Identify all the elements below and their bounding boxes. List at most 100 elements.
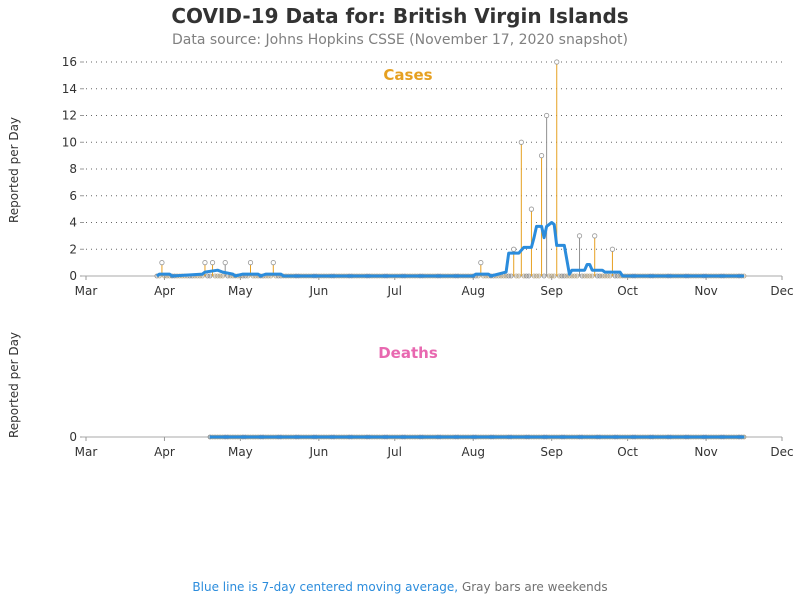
panel-title: Cases (383, 66, 432, 84)
zero-day-marker (561, 273, 567, 279)
panel-title: Deaths (378, 344, 438, 362)
zero-day-marker (205, 273, 210, 279)
y-axis-label: Reported per Day (7, 117, 21, 223)
x-tick-label: Oct (617, 445, 638, 459)
case-marker (159, 260, 165, 266)
x-tick-label: May (228, 445, 253, 459)
zero-day-marker (564, 273, 570, 279)
zero-day-marker (602, 273, 608, 279)
zero-day-marker (607, 273, 613, 279)
case-marker (544, 112, 550, 119)
footnote-moving-average: Blue line is 7-day centered moving avera… (192, 580, 459, 594)
zero-day-marker (584, 273, 590, 279)
case-marker (518, 139, 524, 145)
case-marker (592, 233, 598, 239)
y-tick-label: 0 (69, 430, 77, 444)
zero-day-marker (217, 273, 223, 279)
cases-panel: Reported per Day Cases 0 2 4 6 8 10 12 14 16 Mar Apr… (7, 55, 794, 298)
zero-day-marker (508, 273, 514, 279)
y-tick-label: 2 (69, 242, 77, 256)
y-axis-label: Reported per Day (7, 332, 21, 438)
case-marker (554, 59, 560, 65)
x-tick-label: Sep (540, 284, 563, 298)
zero-day-marker (541, 273, 547, 279)
zero-day-marker (556, 273, 562, 279)
case-marker (511, 246, 517, 252)
zero-day-marker (215, 273, 221, 279)
case-marker (538, 153, 545, 159)
zero-day-marker (559, 273, 565, 279)
case-marker (222, 260, 228, 266)
x-tick-label: May (228, 284, 253, 298)
zero-day-marker (516, 273, 522, 279)
zero-day-marker (220, 273, 226, 279)
footnote-weekends: Gray bars are weekends (461, 580, 608, 594)
case-marker (528, 206, 535, 212)
case-marker (576, 233, 583, 239)
zero-day-marker (582, 273, 587, 279)
zero-day-marker (615, 273, 620, 279)
case-marker (270, 260, 276, 266)
case-marker (247, 260, 254, 266)
case-marker (478, 260, 484, 266)
x-tick-label: Aug (462, 445, 485, 459)
zero-day-marker (589, 273, 595, 279)
zero-day-marker (503, 273, 509, 279)
x-tick-label: Jul (387, 445, 402, 459)
x-tick-label: Jun (308, 284, 328, 298)
zero-day-marker (531, 273, 537, 279)
x-tick-label: Apr (154, 284, 175, 298)
zero-day-marker (523, 273, 529, 279)
zero-day-marker (534, 273, 539, 279)
zero-day-marker (513, 273, 519, 279)
x-tick-label: Mar (75, 445, 98, 459)
y-tick-label: 8 (69, 162, 77, 176)
y-tick-label: 10 (62, 135, 77, 149)
zero-day-marker (579, 273, 585, 279)
x-tick-label: Sep (540, 445, 563, 459)
x-tick-label: Aug (462, 284, 485, 298)
x-tick-label: Nov (694, 284, 717, 298)
chart-title: COVID-19 Data for: British Virgin Island… (171, 4, 629, 28)
zero-day-marker (604, 273, 610, 279)
zero-day-marker (521, 273, 527, 279)
zero-day-marker (612, 273, 618, 279)
chart-subtitle: Data source: Johns Hopkins CSSE (Novembe… (171, 32, 628, 48)
x-tick-label: Dec (770, 445, 793, 459)
zero-day-marker (574, 273, 580, 279)
zero-day-marker (549, 273, 555, 279)
x-tick-label: Mar (75, 284, 98, 298)
zero-day-marker (572, 273, 577, 279)
x-tick-label: Nov (694, 445, 717, 459)
zero-day-marker (526, 273, 532, 279)
zero-day-marker (536, 273, 542, 279)
case-marker (609, 246, 616, 252)
zero-day-marker (594, 273, 600, 279)
zero-day-marker (599, 273, 605, 279)
moving-average-line (155, 221, 744, 278)
y-tick-label: 4 (69, 216, 77, 230)
x-tick-label: Oct (617, 284, 638, 298)
case-marker (202, 260, 208, 266)
case-marker (209, 260, 216, 266)
zero-day-marker (597, 273, 603, 279)
zero-day-marker (551, 273, 557, 279)
x-tick-label: Apr (154, 445, 175, 459)
zero-day-marker (546, 273, 552, 279)
zero-day-marker (212, 273, 218, 279)
x-tick-label: Jul (387, 284, 402, 298)
y-tick-label: 0 (69, 269, 77, 283)
zero-day-marker (207, 273, 213, 279)
y-tick-label: 14 (62, 82, 77, 96)
y-tick-label: 6 (69, 189, 77, 203)
zero-day-marker (587, 273, 593, 279)
footnote: Blue line is 7-day centered moving avera… (0, 580, 800, 594)
y-tick-label: 12 (62, 109, 77, 123)
y-tick-label: 16 (62, 55, 77, 69)
zero-day-marker (569, 273, 575, 279)
x-tick-label: Dec (770, 284, 793, 298)
zero-day-marker (506, 273, 512, 279)
x-tick-label: Jun (308, 445, 328, 459)
